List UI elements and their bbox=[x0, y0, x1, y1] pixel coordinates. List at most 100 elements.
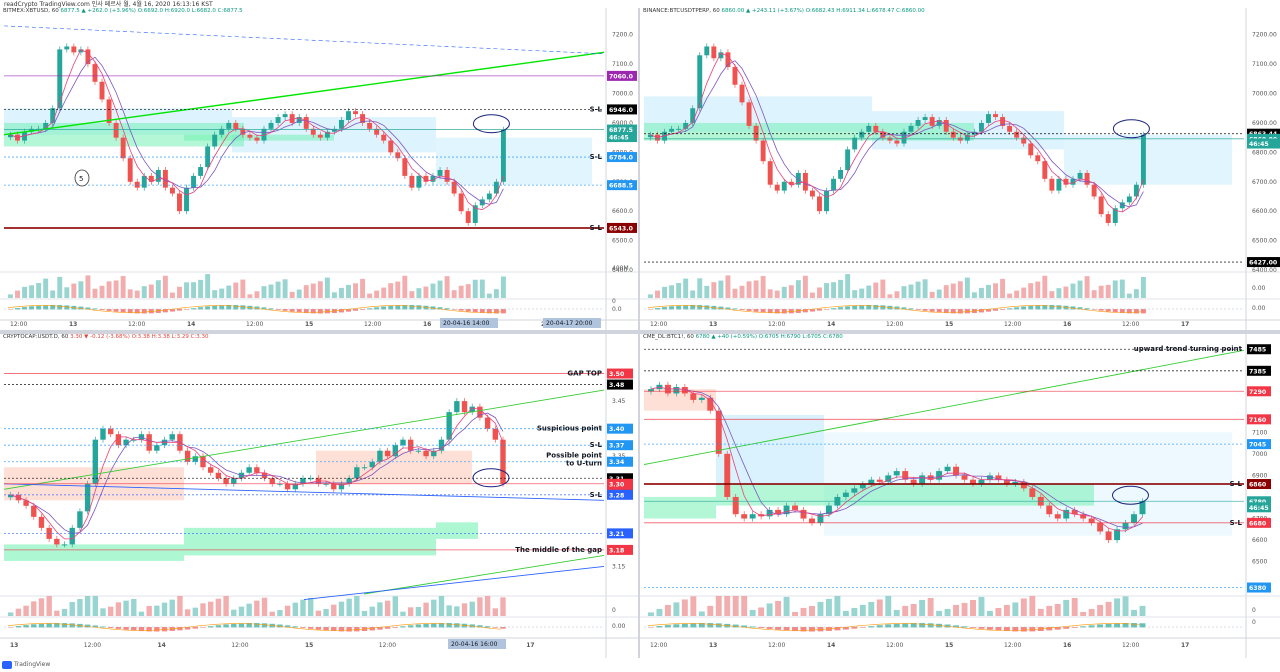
candle-body bbox=[873, 125, 879, 132]
oscillator-bar bbox=[908, 308, 914, 310]
oscillator-bar bbox=[1077, 307, 1083, 310]
volume-bar bbox=[910, 603, 917, 616]
candle-body bbox=[707, 397, 714, 411]
oscillator-bar bbox=[915, 309, 921, 310]
candle-body bbox=[1139, 501, 1146, 515]
oscillator-bar bbox=[184, 309, 189, 310]
oscillator-bar bbox=[289, 309, 295, 312]
price-tag bbox=[607, 180, 637, 191]
level-annotation: S-L bbox=[1230, 519, 1243, 527]
volume-bar bbox=[360, 278, 366, 298]
volume-bar bbox=[451, 290, 457, 298]
volume-bar bbox=[845, 274, 851, 298]
volume-bar bbox=[423, 602, 429, 616]
candle-body bbox=[809, 190, 815, 197]
price-tick-label: 3.35 bbox=[612, 453, 626, 460]
candle-body bbox=[817, 514, 824, 523]
candle-body bbox=[792, 505, 798, 510]
volume-bar bbox=[492, 608, 498, 616]
volume-bar bbox=[43, 278, 49, 298]
volume-bar bbox=[936, 610, 943, 616]
chart-canvas[interactable]: 7200.00 7100.00 7000.00 6900.00 6800.00 6700.… bbox=[640, 8, 1280, 330]
footer-brand: TradingView bbox=[14, 661, 51, 668]
candle-body bbox=[69, 527, 75, 545]
price-tag-label: 6860 bbox=[1249, 482, 1267, 489]
moving-average-slow-line bbox=[10, 48, 504, 211]
volume-bar bbox=[134, 290, 140, 298]
volume-bar bbox=[851, 607, 858, 616]
volume-bar bbox=[732, 288, 738, 298]
volume-bar bbox=[275, 281, 281, 298]
candle-body bbox=[310, 128, 316, 135]
volume-bar bbox=[469, 601, 475, 616]
oscillator-bar bbox=[851, 627, 858, 629]
indicator-cloud-zone bbox=[436, 137, 592, 185]
oscillator-bar bbox=[8, 309, 13, 310]
chart-panel-binance[interactable]: BINANCE:BTCUSDTPERP, 60 6860.00 ▲ +243.1… bbox=[640, 8, 1280, 330]
oscillator-bar bbox=[310, 309, 316, 314]
candle-body bbox=[859, 131, 865, 138]
oscillator-bar bbox=[31, 624, 37, 628]
volume-bar bbox=[1105, 284, 1111, 298]
candle-body bbox=[324, 131, 330, 138]
oscillator-bar bbox=[208, 626, 214, 628]
candle-body bbox=[1119, 202, 1125, 209]
chart-panel-bitmex[interactable]: BITMEX:XBTUSD, 60 6877.5 ▲ +262.0 (+3.96… bbox=[0, 8, 638, 330]
oscillator-bar bbox=[1122, 623, 1129, 628]
volume-bar bbox=[231, 609, 237, 616]
oscillator-bar bbox=[739, 309, 745, 310]
oscillator-bar bbox=[681, 623, 688, 628]
candle-body bbox=[226, 122, 232, 129]
oscillator-bar bbox=[223, 624, 229, 628]
oscillator-bar bbox=[346, 627, 352, 632]
chart-canvas[interactable]: 7200.07100.07000.06900.06800.06700.06600… bbox=[0, 8, 638, 330]
oscillator-bar bbox=[859, 305, 865, 310]
oscillator-bar bbox=[788, 309, 794, 314]
price-tag bbox=[1247, 138, 1280, 149]
oscillator-bar bbox=[648, 627, 654, 628]
panel-divider-horizontal[interactable] bbox=[0, 330, 1280, 334]
footer[interactable]: TradingView bbox=[2, 658, 50, 672]
price-tag bbox=[607, 152, 637, 163]
candle-body bbox=[416, 175, 422, 188]
candle-body bbox=[247, 134, 253, 138]
oscillator-bar bbox=[1088, 625, 1095, 628]
oscillator-bar bbox=[315, 627, 322, 630]
time-tick-label: 12:00 bbox=[1004, 321, 1021, 328]
chart-panel-cme[interactable]: CME_DL:BTC1!, 60 6780 ▲ +40 (+0.59%) O:6… bbox=[640, 334, 1280, 658]
candle-body bbox=[868, 479, 875, 485]
price-tag-label: 46:45 bbox=[1249, 141, 1269, 148]
cursor-date-box bbox=[448, 639, 506, 649]
candle-body bbox=[1046, 505, 1053, 515]
chart-panel-usdt-dominance[interactable]: CRYPTOCAP:USDT.D, 60 3.30 ▼ -0.12 (-3.68… bbox=[0, 334, 638, 658]
oscillator-bar bbox=[1054, 627, 1061, 630]
volume-bar bbox=[384, 600, 391, 616]
price-tag-label: 7485 bbox=[1249, 347, 1266, 354]
volume-bar bbox=[1080, 611, 1087, 616]
candle-body bbox=[169, 187, 175, 194]
volume-bar bbox=[1091, 290, 1097, 298]
volume-bar bbox=[205, 274, 211, 298]
candle-body bbox=[1080, 514, 1087, 519]
chart-canvas[interactable]: 710070006900670066006500007485upward tre… bbox=[640, 334, 1280, 658]
candle-body bbox=[1035, 155, 1041, 162]
oscillator-bar bbox=[922, 309, 928, 311]
candle-body bbox=[825, 505, 832, 515]
volume-bar bbox=[1046, 605, 1053, 616]
chart-canvas[interactable]: 3.45 3.35 3.15 0 0.00 3.50 GAP TOP 3.48 3.40 Susp… bbox=[0, 334, 638, 658]
volume-bar bbox=[54, 610, 60, 616]
oscillator-bar bbox=[664, 625, 671, 628]
oscillator-bar bbox=[1035, 305, 1041, 310]
oscillator-bar bbox=[46, 623, 52, 628]
candle-body bbox=[246, 467, 252, 473]
oscillator-bar bbox=[715, 623, 722, 628]
oscillator-bar bbox=[817, 627, 824, 632]
volume-bar bbox=[953, 604, 960, 616]
candle-body bbox=[718, 52, 724, 59]
oscillator-bar bbox=[22, 307, 28, 310]
oscillator-bar bbox=[1042, 305, 1048, 310]
candle-body bbox=[233, 122, 239, 129]
price-tag bbox=[607, 440, 633, 451]
volume-bar bbox=[1133, 289, 1139, 298]
oscillator-bar bbox=[978, 309, 984, 313]
